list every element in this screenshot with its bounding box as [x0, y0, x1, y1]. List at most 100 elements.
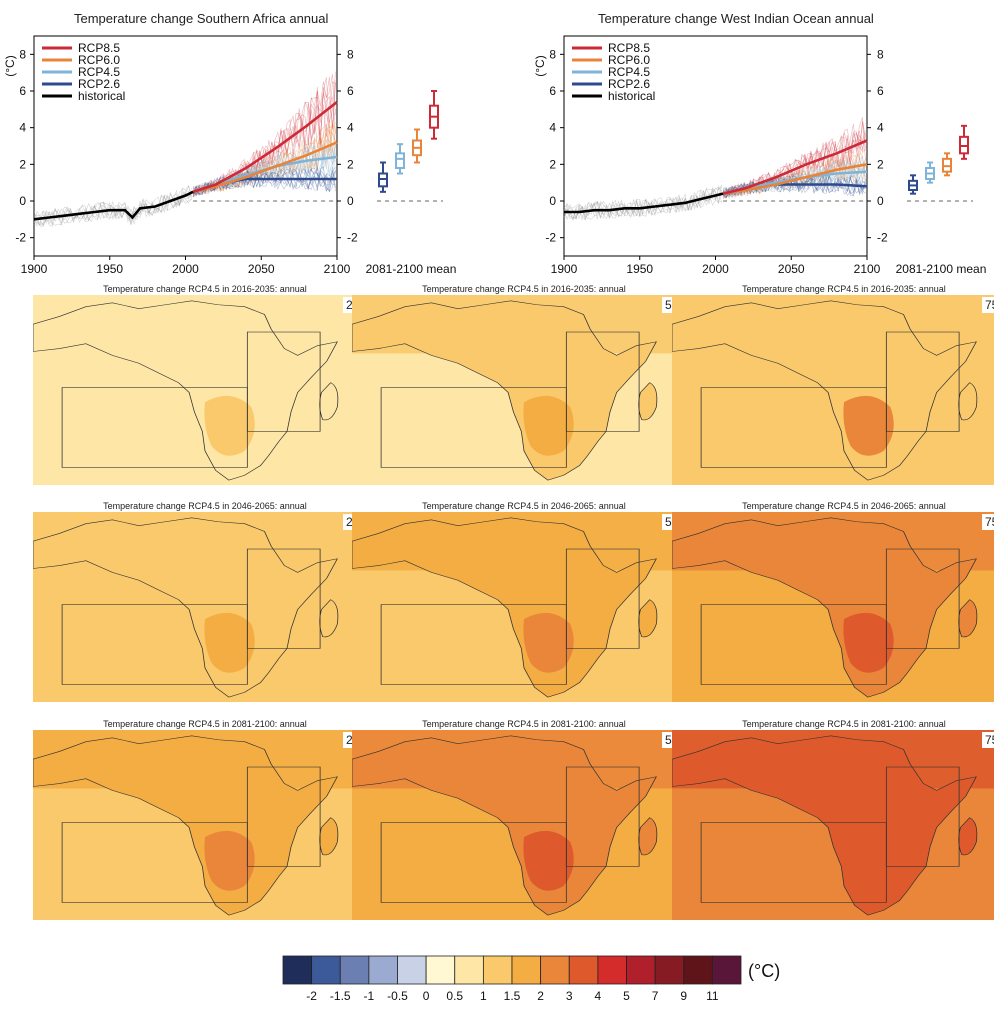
legend-label: RCP4.5	[78, 65, 120, 79]
map-panel: 75%	[672, 295, 994, 485]
africa-land	[33, 300, 338, 481]
colorbar-swatch	[425, 955, 456, 985]
colorbar-swatch	[683, 955, 713, 985]
ensemble-member-line	[192, 123, 336, 198]
interior-hotspot	[204, 395, 255, 456]
colorbar-tick-label: -0.5	[387, 989, 408, 1003]
y-tick-label: 0	[19, 194, 26, 208]
y-tick-label: 6	[549, 84, 556, 98]
y-tick-label-right: 8	[347, 47, 354, 61]
colorbar-tick-label: 11	[706, 989, 719, 1003]
y-tick-label: 0	[549, 194, 556, 208]
y-tick-label-right: 2	[347, 157, 354, 171]
y-tick-label-right: -2	[347, 231, 358, 245]
ensemble-member-line	[722, 161, 866, 199]
ts-title-southern-africa: Temperature change Southern Africa annua…	[74, 11, 329, 26]
ensemble-member-line	[193, 167, 336, 195]
y-axis-label: (°C)	[533, 55, 547, 76]
ensemble-member-line	[722, 117, 866, 196]
map-svg	[352, 730, 696, 920]
map-svg	[672, 295, 994, 485]
x-tick-label: 2050	[778, 262, 805, 276]
ensemble-member-line	[192, 168, 336, 195]
interior-hotspot	[843, 395, 894, 456]
region-box-west-indian-ocean	[885, 766, 960, 867]
timeseries-southern-africa: -2 -2 0 0 2 2 4 4 6 6 8 8 1900 1950 2000 2050 2100 (°C) RC…	[3, 35, 457, 276]
africa-land	[33, 517, 338, 698]
colorbar-tick-label: 1	[480, 989, 487, 1003]
region-box-west-indian-ocean	[565, 548, 640, 649]
africa-land	[672, 735, 977, 916]
map-svg	[352, 512, 696, 702]
map-svg	[33, 512, 377, 702]
ensemble-member-line	[563, 187, 722, 221]
colorbar-swatch	[511, 955, 542, 985]
series-line-rcp60	[192, 141, 338, 194]
x-tick-label: 1950	[626, 262, 653, 276]
legend-label: RCP6.0	[78, 53, 120, 67]
map-title: Temperature change RCP4.5 in 2016-2035: …	[742, 284, 946, 294]
interior-hotspot	[843, 830, 894, 891]
ensemble-member-line	[722, 123, 866, 199]
colorbar-tick-label: 3	[566, 989, 573, 1003]
map-svg	[33, 730, 377, 920]
map-svg	[33, 295, 377, 485]
colorbar-swatch	[282, 955, 313, 985]
ensemble-member-line	[192, 144, 336, 197]
colorbar-tick-label: -2	[306, 989, 317, 1003]
africa-land	[33, 735, 338, 916]
africa-land	[352, 735, 657, 916]
ensemble-member-line	[722, 132, 866, 195]
ensemble-member-line	[722, 157, 866, 196]
y-tick-label-right: 6	[877, 84, 884, 98]
region-box-west-indian-ocean	[565, 766, 640, 867]
colorbar-swatch	[626, 955, 656, 985]
y-tick-label: 6	[19, 84, 26, 98]
y-tick-label: 4	[549, 121, 556, 135]
y-tick-label: 8	[549, 47, 556, 61]
colorbar-swatch	[654, 955, 685, 985]
legend-label: RCP8.5	[78, 41, 120, 55]
map-panel: 50%	[352, 730, 696, 920]
x-tick-label: 2000	[172, 262, 199, 276]
series-line-rcp85	[192, 100, 338, 194]
box-axis-label: 2081-2100 mean	[896, 262, 987, 276]
interior-hotspot	[523, 830, 574, 891]
y-axis-label: (°C)	[3, 55, 17, 76]
colorbar-tick-label: 5	[623, 989, 630, 1003]
colorbar-tick-label: 4	[595, 989, 602, 1003]
map-title: Temperature change RCP4.5 in 2046-2065: …	[742, 501, 946, 511]
colorbar-swatch	[397, 955, 427, 985]
ensemble-member-line	[33, 189, 192, 227]
x-tick-label: 2000	[702, 262, 729, 276]
map-title: Temperature change RCP4.5 in 2046-2065: …	[422, 501, 626, 511]
map-svg	[672, 730, 994, 920]
x-tick-label: 1950	[96, 262, 123, 276]
ts-title-west-indian-ocean: Temperature change West Indian Ocean ann…	[598, 11, 874, 26]
legend-label: RCP4.5	[608, 65, 650, 79]
colorbar: -2 -1.5 -1 -0.5 0 0.5 1 1.5 2 3 4 5 7 9 11 (°C)	[282, 955, 802, 1020]
colorbar-tick-label: 0	[423, 989, 430, 1003]
percentile-label: 75%	[981, 514, 994, 530]
box-axis-label: 2081-2100 mean	[366, 262, 457, 276]
map-panel: 75%	[672, 730, 994, 920]
y-tick-label-right: 2	[877, 157, 884, 171]
colorbar-swatch	[540, 955, 570, 985]
x-tick-label: 1900	[551, 262, 578, 276]
ensemble-member-line	[33, 184, 192, 225]
map-svg	[672, 512, 994, 702]
y-tick-label-right: 8	[877, 47, 884, 61]
colorbar-tick-label: 1.5	[504, 989, 521, 1003]
map-panel: 25%	[33, 295, 377, 485]
timeseries-west-indian-ocean: -2 -2 0 0 2 2 4 4 6 6 8 8 1900 1950 2000 2050 2100 (°C) RC…	[533, 35, 987, 276]
colorbar-swatch	[368, 955, 398, 985]
map-title: Temperature change RCP4.5 in 2016-2035: …	[103, 284, 307, 294]
map-title: Temperature change RCP4.5 in 2081-2100: …	[422, 719, 626, 729]
legend-label: RCP6.0	[608, 53, 650, 67]
y-tick-label: -2	[15, 231, 26, 245]
africa-land	[352, 300, 657, 481]
colorbar-swatch	[711, 955, 742, 985]
y-tick-label: 4	[19, 121, 26, 135]
map-title: Temperature change RCP4.5 in 2046-2065: …	[103, 501, 307, 511]
y-tick-label-right: 0	[347, 194, 354, 208]
